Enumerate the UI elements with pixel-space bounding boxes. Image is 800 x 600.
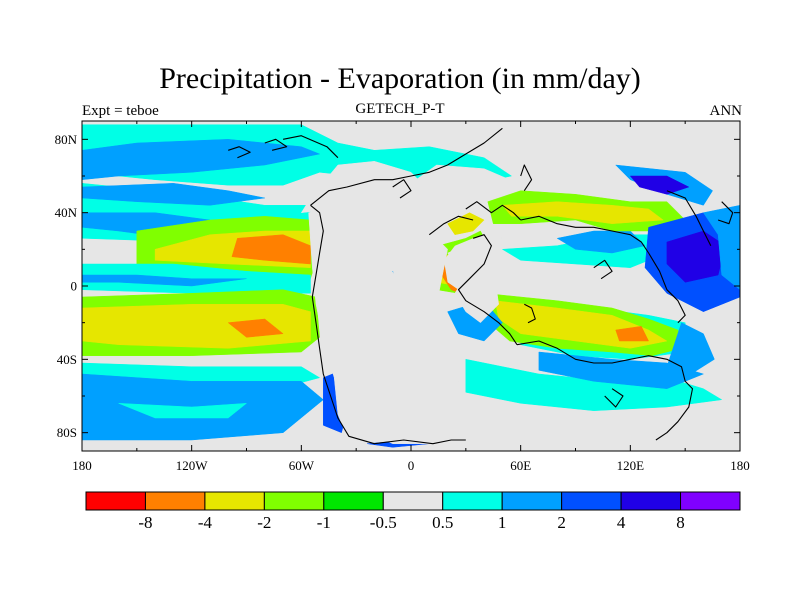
colorbar-swatch-9	[620, 491, 682, 511]
colorbar-label: -1	[317, 513, 331, 532]
coastline-2	[282, 135, 339, 159]
coastline-11	[655, 380, 694, 441]
x-tick-label: 180	[72, 458, 92, 473]
colorbar-label: -8	[138, 513, 152, 532]
colorbar-swatch-4	[323, 491, 384, 511]
coastline-17	[604, 388, 624, 408]
contour-region-13	[227, 318, 284, 338]
y-tick-label: 80N	[55, 132, 78, 147]
coastline-4	[264, 138, 288, 151]
coastline-8	[428, 215, 474, 236]
season-label: ANN	[709, 103, 743, 119]
coastline-15	[717, 201, 734, 225]
coastline-3	[228, 146, 251, 159]
colorbar-swatch-10	[680, 491, 741, 511]
contour-fill-layer	[82, 121, 740, 451]
contour-region-24	[630, 175, 690, 195]
colorbar-swatch-2	[204, 491, 265, 511]
coastline-6	[520, 164, 533, 192]
colorbar	[85, 491, 741, 511]
contour-region-42	[301, 161, 485, 444]
colorbar-swatch-8	[561, 491, 622, 511]
x-tick-label: 60E	[510, 458, 531, 473]
coastline-13	[648, 252, 686, 324]
contour-region-27	[703, 205, 740, 290]
y-tick-label: 40S	[57, 352, 77, 367]
contour-region-32	[666, 322, 715, 378]
contour-region-31	[615, 326, 649, 342]
coastline-7	[465, 201, 522, 221]
coastline-16	[524, 303, 536, 324]
coastline-0	[310, 204, 466, 445]
contour-region-2	[82, 139, 320, 180]
x-axis: 180 120W 60W 0 60E 120E 180	[72, 121, 750, 473]
colorbar-swatch-0	[85, 491, 146, 511]
y-tick-label: 40N	[55, 205, 78, 220]
colorbar-label: 0.5	[432, 513, 453, 532]
y-tick-label: 0	[71, 279, 78, 294]
contour-region-8	[231, 234, 311, 265]
contour-region-20	[556, 230, 646, 254]
colorbar-labels: -8 -4 -2 -1 -0.5 0.5 1 2 4 8	[138, 513, 684, 532]
x-tick-label: 0	[408, 458, 415, 473]
coastline-18	[593, 259, 613, 280]
chart-title: Precipitation - Evaporation (in mm/day)	[159, 62, 641, 95]
coastline-14	[666, 190, 712, 246]
colorbar-swatch-3	[263, 491, 325, 511]
contour-region-38	[447, 212, 485, 235]
coastline-layer	[228, 127, 734, 445]
x-tick-label: 120E	[617, 458, 645, 473]
experiment-label: Expt = teboe	[82, 103, 159, 119]
dataset-label: GETECH_P-T	[355, 101, 445, 117]
contour-region-16	[118, 403, 247, 419]
coastline-1	[310, 127, 503, 206]
contour-region-22	[502, 201, 664, 224]
coastline-9	[457, 234, 518, 346]
x-tick-label: 180	[730, 458, 750, 473]
contour-region-45	[410, 164, 510, 202]
colorbar-swatch-1	[144, 491, 206, 511]
coastline-10	[516, 340, 686, 382]
contour-region-12	[82, 304, 311, 349]
colorbar-label: 2	[557, 513, 566, 532]
colorbar-label: 4	[617, 513, 626, 532]
colorbar-label: -2	[257, 513, 271, 532]
coastline-5	[392, 179, 412, 199]
colorbar-label: 1	[498, 513, 507, 532]
contour-region-10	[82, 274, 247, 287]
colorbar-label: -4	[198, 513, 213, 532]
colorbar-swatch-5	[382, 491, 444, 511]
colorbar-label: 8	[676, 513, 685, 532]
coastline-12	[520, 215, 650, 254]
colorbar-swatch-6	[442, 491, 503, 511]
contour-region-43	[308, 205, 390, 433]
colorbar-swatch-7	[501, 491, 563, 511]
x-tick-label: 60W	[289, 458, 315, 473]
colorbar-label: -0.5	[370, 513, 397, 532]
x-tick-label: 120W	[176, 458, 209, 473]
y-tick-label: 80S	[57, 425, 77, 440]
contour-region-4	[82, 183, 266, 206]
land-mask-0	[443, 234, 492, 290]
y-axis: 80N 40N 0 40S 80S	[55, 132, 740, 440]
